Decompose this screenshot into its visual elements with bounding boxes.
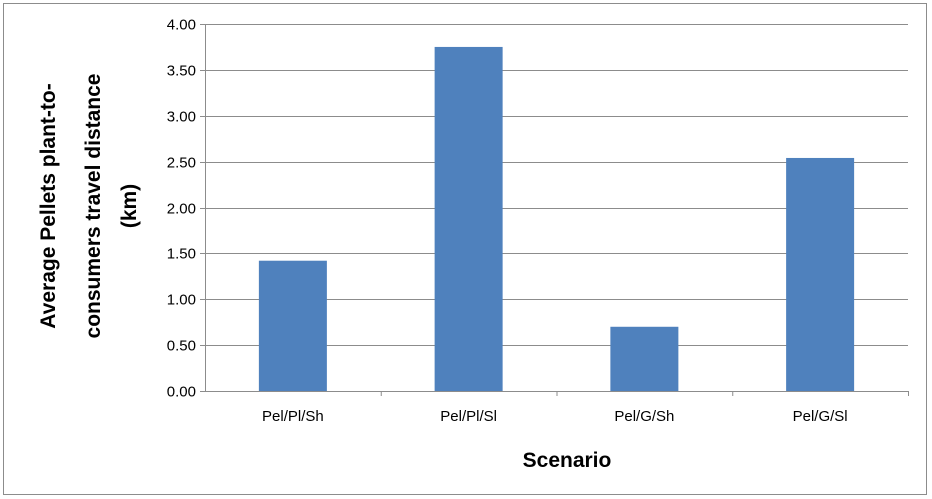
x-tick-label: Pel/G/Sh <box>614 408 674 425</box>
bar <box>258 260 327 391</box>
y-axis-title: Average Pellets plant-to- consumers trav… <box>37 74 141 339</box>
y-tick-labels: 0.00 0.50 1.00 1.50 2.00 2.50 3.00 3.50 4.00 <box>167 17 196 401</box>
x-tick-label: Pel/Pl/Sh <box>262 408 324 425</box>
x-tick-labels: Pel/Pl/Sh Pel/Pl/Sl Pel/G/Sh Pel/G/Sl <box>262 408 848 425</box>
y-tick-label: 4.00 <box>167 17 196 34</box>
y-tick-label: 3.50 <box>167 63 196 80</box>
y-tick-label: 0.00 <box>167 384 196 401</box>
x-tick-label: Pel/Pl/Sl <box>440 408 497 425</box>
y-axis-title-line-2: consumers travel distance <box>82 74 105 339</box>
y-tick-label: 2.00 <box>167 201 196 218</box>
y-axis-title-line-3: (km) <box>118 184 141 228</box>
y-tick-label: 3.00 <box>167 109 196 126</box>
bars <box>258 46 855 391</box>
y-tick-label: 1.00 <box>167 292 196 309</box>
x-tick-label: Pel/G/Sl <box>793 408 848 425</box>
bar <box>434 46 503 391</box>
bar <box>610 326 679 391</box>
y-axis-title-line-1: Average Pellets plant-to- <box>37 83 60 328</box>
y-tick-label: 1.50 <box>167 246 196 263</box>
y-tick-label: 2.50 <box>167 155 196 172</box>
y-tick-label: 0.50 <box>167 338 196 355</box>
bar <box>786 157 855 391</box>
axes <box>200 24 909 396</box>
x-axis-title: Scenario <box>523 449 612 472</box>
